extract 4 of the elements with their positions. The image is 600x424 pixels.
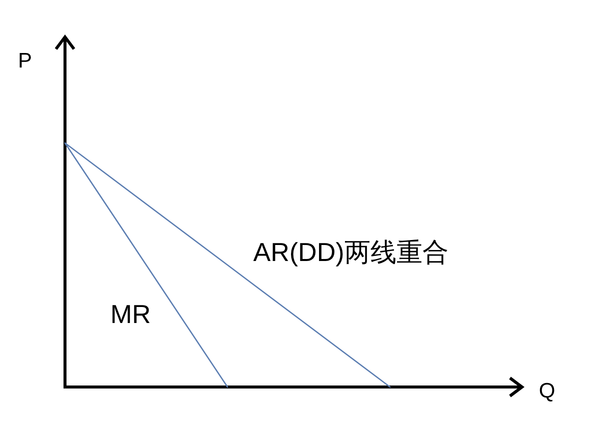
series-label: MR xyxy=(110,298,151,329)
y-axis-title: P xyxy=(18,50,32,72)
x-axis-title: Q xyxy=(538,380,556,402)
series-label: AR(DD)两线重合 xyxy=(253,237,448,268)
